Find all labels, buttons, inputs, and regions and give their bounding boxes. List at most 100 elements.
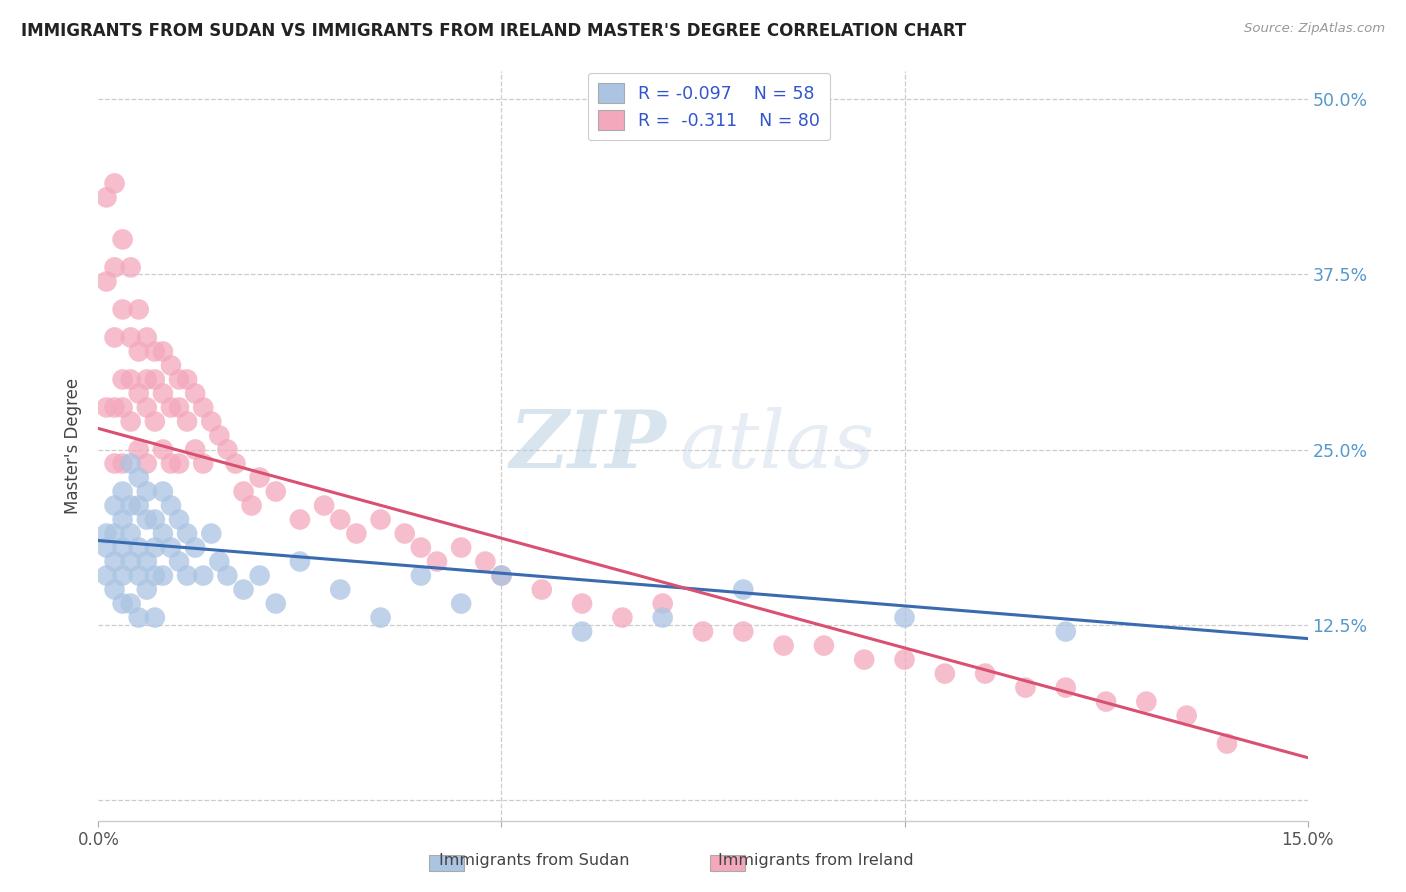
Point [103,401,125,415]
Point [160,457,183,471]
Point [111,232,134,246]
Point [96,190,118,204]
Point [974,666,997,681]
Point [128,610,150,624]
Point [1014,681,1036,695]
Point [128,568,150,582]
Point [240,499,263,513]
Point [200,415,222,429]
Point [143,372,166,386]
Point [370,512,392,526]
Point [103,330,125,344]
Point [152,442,174,457]
Point [111,568,134,582]
Point [135,330,157,344]
Point [120,330,142,344]
Point [184,386,207,401]
Point [103,499,125,513]
Point [135,484,157,499]
Point [409,568,432,582]
Point [135,457,157,471]
Point [651,610,673,624]
Text: Source: ZipAtlas.com: Source: ZipAtlas.com [1244,22,1385,36]
Point [934,666,956,681]
Point [1054,681,1077,695]
Legend: R = -0.097    N = 58, R =  -0.311    N = 80: R = -0.097 N = 58, R = -0.311 N = 80 [588,72,831,140]
Point [96,275,118,289]
Point [184,442,207,457]
Point [111,597,134,611]
Point [120,526,142,541]
Point [167,457,190,471]
Point [103,582,125,597]
Point [103,526,125,541]
Text: IMMIGRANTS FROM SUDAN VS IMMIGRANTS FROM IRELAND MASTER'S DEGREE CORRELATION CHA: IMMIGRANTS FROM SUDAN VS IMMIGRANTS FROM… [21,22,966,40]
Point [184,541,207,555]
Point [160,541,183,555]
Point [96,526,118,541]
Point [288,555,311,569]
Text: ZIP: ZIP [510,408,666,484]
Point [96,568,118,582]
Point [152,526,174,541]
Point [111,302,134,317]
Point [288,512,311,526]
Point [120,597,142,611]
Point [474,555,496,569]
Point [176,415,198,429]
Point [329,582,352,597]
Point [128,470,150,484]
Point [152,568,174,582]
Point [143,541,166,555]
Point [111,541,134,555]
Point [1135,695,1157,709]
Point [314,499,336,513]
Point [772,639,794,653]
Y-axis label: Master's Degree: Master's Degree [65,378,83,514]
Point [1095,695,1118,709]
Point [160,499,183,513]
Point [103,177,125,191]
Point [96,541,118,555]
Point [853,652,876,666]
Point [893,652,915,666]
Point [152,484,174,499]
Point [1216,737,1239,751]
Point [450,541,472,555]
Point [224,457,246,471]
Point [160,359,183,373]
Point [813,639,835,653]
Point [394,526,416,541]
Point [143,610,166,624]
Point [167,401,190,415]
Point [176,526,198,541]
Point [120,555,142,569]
Point [167,372,190,386]
Point [450,597,472,611]
Point [232,484,254,499]
Point [193,457,215,471]
Point [111,457,134,471]
Point [120,260,142,275]
Point [733,582,755,597]
Point [143,344,166,359]
Point [370,610,392,624]
Point [128,302,150,317]
Point [232,582,254,597]
Point [491,568,513,582]
Point [612,610,634,624]
Point [249,470,271,484]
Point [217,568,239,582]
Text: Immigrants from Ireland: Immigrants from Ireland [717,854,914,868]
Point [120,372,142,386]
Text: atlas: atlas [679,408,875,484]
Point [96,401,118,415]
Point [111,512,134,526]
Point [200,526,222,541]
Point [167,512,190,526]
Point [135,582,157,597]
Point [571,597,593,611]
Point [120,499,142,513]
Point [329,512,352,526]
Point [103,457,125,471]
